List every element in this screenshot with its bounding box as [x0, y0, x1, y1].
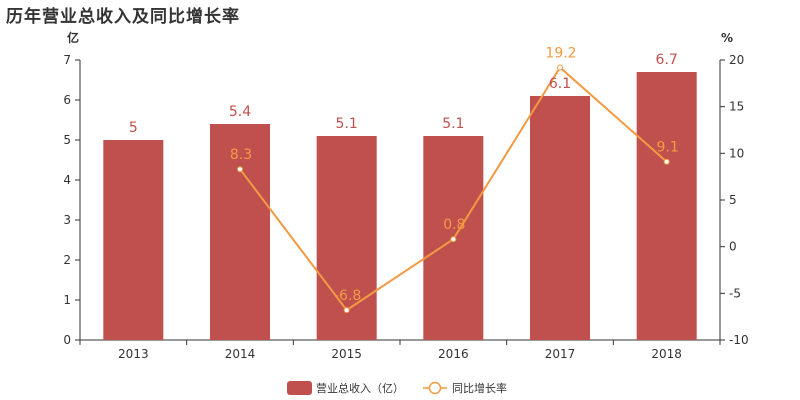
x-tick-label: 2015	[331, 347, 362, 361]
y-left-tick-label: 6	[63, 93, 71, 107]
legend: 营业总收入（亿） 同比增长率	[287, 381, 507, 395]
y-left-tick-label: 2	[63, 253, 71, 267]
y-left-tick-label: 5	[63, 133, 71, 147]
x-tick-label: 2016	[438, 347, 469, 361]
legend-revenue-swatch	[287, 381, 312, 395]
growth-rate-point	[450, 236, 457, 243]
revenue-data-label: 6.1	[549, 76, 571, 92]
bars-layer	[103, 72, 697, 340]
revenue-data-label: 5.1	[442, 116, 464, 132]
y-right-tick-label: -5	[729, 286, 741, 300]
revenue-bar	[636, 72, 697, 340]
revenue-bar	[103, 140, 164, 340]
y-right-unit: %	[721, 31, 733, 45]
y-right-tick-label: 0	[729, 240, 737, 254]
legend-revenue-label: 营业总收入（亿）	[316, 381, 404, 395]
revenue-bar	[530, 96, 590, 340]
y-right-tick-label: 20	[729, 53, 744, 67]
revenue-data-label: 5.4	[229, 104, 251, 120]
line-layer	[237, 64, 670, 314]
chart-title: 历年营业总收入及同比增长率	[6, 7, 240, 27]
revenue-data-label: 5.1	[336, 116, 358, 132]
y-left-tick-label: 3	[63, 213, 71, 227]
y-left-tick-label: 0	[63, 333, 71, 347]
legend-rate-marker	[428, 381, 442, 395]
growth-rate-point	[557, 64, 563, 71]
revenue-data-label: 5	[129, 120, 138, 136]
y-right-tick-label: 15	[729, 100, 744, 114]
x-tick-label: 2017	[545, 347, 576, 361]
legend-rate-label: 同比增长率	[452, 381, 507, 395]
growth-rate-data-label: 19.2	[545, 45, 576, 61]
x-tick-label: 2018	[651, 347, 682, 361]
growth-rate-point	[343, 307, 350, 314]
y-left-tick-label: 1	[63, 293, 71, 307]
y-left-unit: 亿	[67, 30, 79, 45]
growth-rate-point	[237, 166, 243, 173]
growth-rate-data-label: 0.8	[443, 217, 465, 233]
growth-rate-data-label: 9.1	[657, 140, 679, 156]
revenue-bar	[316, 136, 377, 340]
axes-layer: 亿 % 0 1 2 3 4 5 6 7 -10 -5 0 5 10 15 20 2013 2014 2015 2016 2…	[63, 30, 748, 361]
revenue-bar	[210, 124, 270, 340]
labels-layer: 5 5.4 5.1 5.1 6.1 6.7 8.3 -6.8 0.8 19.2 9.1	[129, 45, 679, 304]
y-left-tick-label: 4	[63, 173, 71, 187]
growth-rate-data-label: -6.8	[334, 288, 361, 304]
y-left-tick-label: 7	[63, 53, 71, 67]
x-tick-label: 2013	[118, 347, 149, 361]
x-tick-label: 2014	[225, 347, 256, 361]
y-right-tick-label: 5	[729, 193, 737, 207]
growth-rate-point	[663, 158, 670, 165]
revenue-data-label: 6.7	[656, 52, 678, 68]
y-right-tick-label: 10	[729, 146, 744, 160]
y-right-tick-label: -10	[729, 333, 749, 347]
growth-rate-data-label: 8.3	[230, 147, 252, 163]
